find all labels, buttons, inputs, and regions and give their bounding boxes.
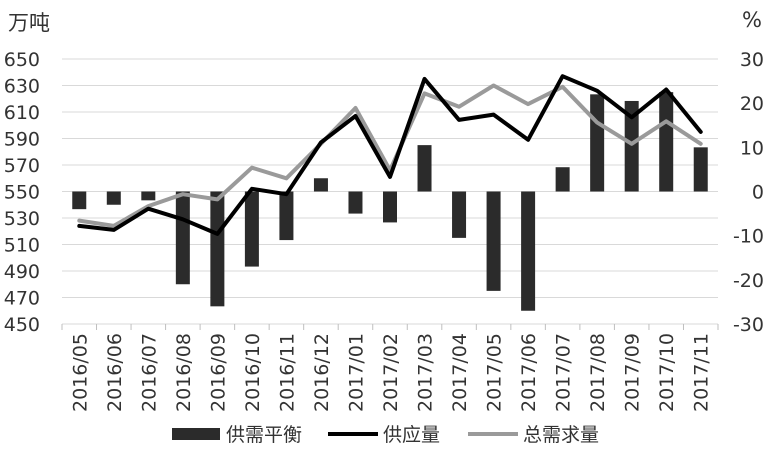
x-tick-label: 2017/11 <box>691 333 713 412</box>
left-tick-label: 550 <box>4 182 40 204</box>
balance-bars <box>72 92 708 311</box>
legend-swatch-balance <box>172 428 220 440</box>
balance-bar <box>106 191 121 205</box>
balance-bar <box>624 100 639 192</box>
x-tick-label: 2016/08 <box>173 333 195 412</box>
right-tick-label: -20 <box>733 270 764 292</box>
x-axis-tick-labels: 2016/05 2016/06 2016/07 2016/08 2016/09 2016/… <box>69 333 712 412</box>
x-tick-label: 2016/10 <box>242 333 264 412</box>
balance-bar <box>417 145 432 192</box>
right-tick-label: 30 <box>740 49 764 71</box>
x-tick-label: 2016/05 <box>69 333 91 412</box>
x-tick-label: 2016/12 <box>311 333 333 412</box>
balance-bar <box>279 191 294 241</box>
balance-bar <box>659 92 674 192</box>
left-tick-label: 630 <box>4 76 40 98</box>
right-axis-unit: % <box>742 8 762 32</box>
x-tick-label: 2017/03 <box>415 333 437 412</box>
axes: 万吨 % 450 470 490 510 530 550 570 590 610 630 650 -3… <box>4 8 764 336</box>
right-tick-label: -10 <box>733 226 764 248</box>
series-lines <box>77 74 703 236</box>
left-tick-label: 590 <box>4 129 40 151</box>
right-tick-label: 0 <box>752 182 764 204</box>
balance-bar <box>693 147 708 192</box>
x-tick-label: 2016/09 <box>207 333 229 412</box>
balance-bar <box>555 167 570 192</box>
right-tick-label: -30 <box>733 314 764 336</box>
x-tick-label: 2017/07 <box>553 333 575 412</box>
balance-bar <box>244 191 259 267</box>
x-tick-label: 2017/10 <box>656 333 678 412</box>
x-tick-label: 2016/11 <box>276 333 298 412</box>
balance-bar <box>521 191 536 311</box>
balance-bar <box>486 191 501 291</box>
left-tick-label: 450 <box>4 314 40 336</box>
supply-line <box>77 74 703 236</box>
balance-bar <box>141 191 156 201</box>
balance-bar <box>383 191 397 223</box>
left-tick-label: 490 <box>4 261 40 283</box>
x-tick-label: 2017/06 <box>518 333 540 412</box>
right-tick-label: 10 <box>740 137 764 159</box>
left-tick-label: 470 <box>4 288 40 310</box>
balance-bar <box>452 191 467 238</box>
x-tick-label: 2017/08 <box>587 333 609 412</box>
left-axis-unit: 万吨 <box>8 11 50 35</box>
legend: 供需平衡 供应量 总需求量 <box>172 424 599 446</box>
legend-label-balance: 供需平衡 <box>226 424 302 446</box>
right-tick-label: 20 <box>740 93 764 115</box>
balance-bar <box>348 191 363 214</box>
legend-label-supply: 供应量 <box>383 424 440 446</box>
left-tick-label: 530 <box>4 208 40 230</box>
x-tick-label: 2016/06 <box>104 333 126 412</box>
x-tick-label: 2017/09 <box>622 333 644 412</box>
x-tick-label: 2017/04 <box>449 333 471 412</box>
left-tick-label: 610 <box>4 102 40 124</box>
x-tick-label: 2016/07 <box>138 333 160 412</box>
legend-label-demand: 总需求量 <box>523 424 599 446</box>
balance-bar <box>210 191 225 307</box>
x-tick-label: 2017/05 <box>484 333 506 412</box>
left-tick-label: 650 <box>4 49 40 71</box>
left-tick-label: 510 <box>4 235 40 257</box>
balance-bar <box>72 191 87 210</box>
x-tick-label: 2017/01 <box>345 333 367 412</box>
demand-line <box>77 83 703 228</box>
balance-bar <box>313 178 328 192</box>
balance-bar <box>175 191 190 285</box>
x-tick-label: 2017/02 <box>380 333 402 412</box>
balance-bar <box>590 94 605 192</box>
left-tick-label: 570 <box>4 155 40 177</box>
